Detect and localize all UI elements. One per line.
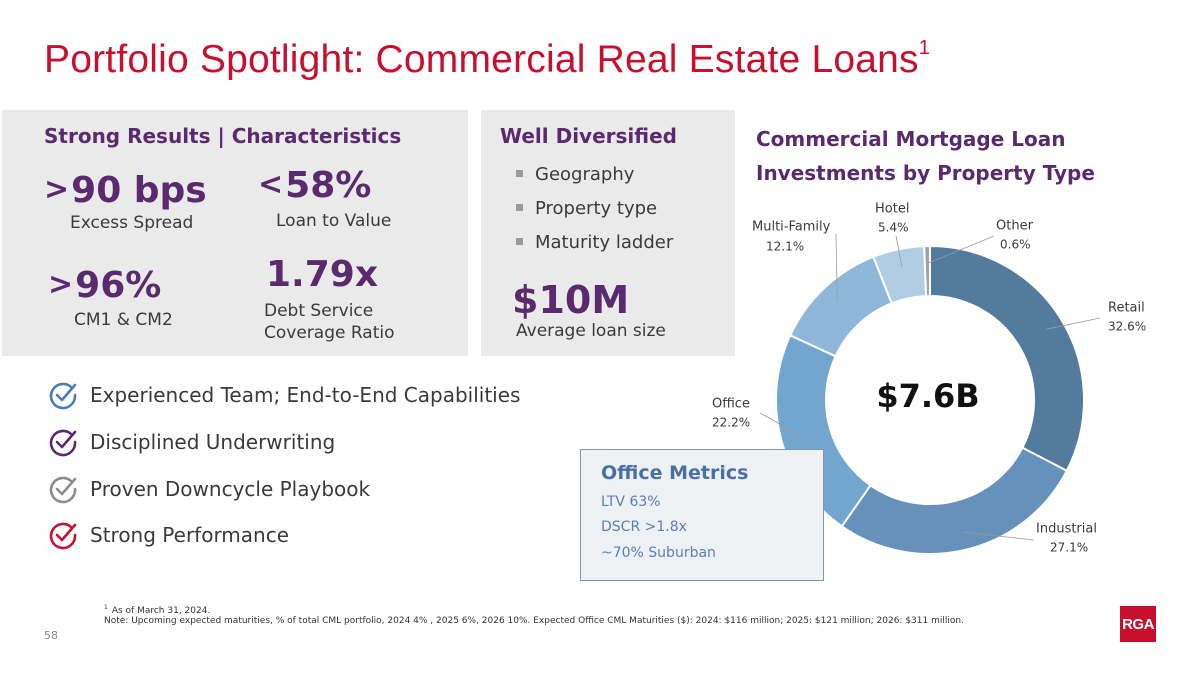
page-number: 58 [44,629,58,642]
metric-dscr-value: 1.79x [266,254,379,295]
metric-excess-spread-value: >90 bps [44,170,207,211]
metric-cm-label: CM1 & CM2 [74,310,173,330]
well-diversified-panel [481,110,735,356]
strong-results-heading: Strong Results | Characteristics [44,124,402,148]
diversified-bullet-list: Geography Property type Maturity ladder [516,164,673,266]
checklist-item-underwriting: Disciplined Underwriting [48,425,568,459]
check-circle-icon [49,522,77,550]
leader-line [927,235,995,264]
donut-slice-industrial [840,446,1069,555]
slice-name-label: Multi-Family [752,220,831,235]
office-metrics-title: Office Metrics [601,462,749,484]
check-circle-icon [49,476,77,504]
rga-logo: RGA [1120,606,1156,642]
checklist-item-performance: Strong Performance [48,518,568,552]
metric-ltv-label: Loan to Value [276,211,392,231]
page-title: Portfolio Spotlight: Commercial Real Est… [44,37,931,81]
slice-value-label: 22.2% [712,416,750,430]
checklist-item-playbook: Proven Downcycle Playbook [48,472,568,506]
leader-line [835,233,838,302]
slice-value-label: 32.6% [1108,320,1146,334]
bullet-item: Maturity ladder [516,232,673,266]
slice-name-label: Hotel [875,202,909,217]
check-circle-icon [49,382,77,410]
office-metrics-box: Office Metrics LTV 63% DSCR >1.8x ~70% S… [580,449,824,581]
slice-name-label: Retail [1108,301,1145,316]
avg-loan-size-label: Average loan size [516,321,666,341]
metric-excess-spread-label: Excess Spread [70,213,194,233]
slice-value-label: 27.1% [1050,541,1088,555]
donut-slice-multi-family [788,255,894,358]
donut-slice-retail [929,244,1085,473]
slice-value-label: 5.4% [878,221,909,235]
leader-line [759,412,800,436]
leader-line [1046,317,1101,330]
check-circle-icon [49,429,77,457]
slice-value-label: 0.6% [1000,238,1031,252]
office-metric-ltv: LTV 63% [601,494,661,510]
donut-slice-other [923,244,931,298]
office-metric-suburban: ~70% Suburban [601,545,716,561]
checklist-item-team: Experienced Team; End-to-End Capabilitie… [48,378,568,412]
office-metric-dscr: DSCR >1.8x [601,519,687,535]
slice-name-label: Industrial [1036,522,1097,537]
slice-value-label: 12.1% [766,240,804,254]
chart-title: Commercial Mortgage Loan Investments by … [756,127,1095,185]
avg-loan-size-value: $10M [512,278,630,322]
bullet-item: Property type [516,198,673,232]
metric-ltv-value: <58% [258,165,372,206]
slice-name-label: Office [712,397,750,412]
slice-name-label: Other [996,219,1034,234]
strong-results-panel [2,110,468,356]
leader-line [962,531,1035,541]
footnote-note: Note: Upcoming expected maturities, % of… [104,616,964,626]
metric-dscr-label: Debt Service Coverage Ratio [264,301,395,343]
metric-cm-value: >96% [48,265,162,306]
donut-center-total: $7.6B [876,377,979,415]
footnote-1: 1 As of March 31, 2024. [104,604,211,616]
well-diversified-heading: Well Diversified [500,124,677,148]
bullet-item: Geography [516,164,673,198]
leader-line [895,235,903,267]
